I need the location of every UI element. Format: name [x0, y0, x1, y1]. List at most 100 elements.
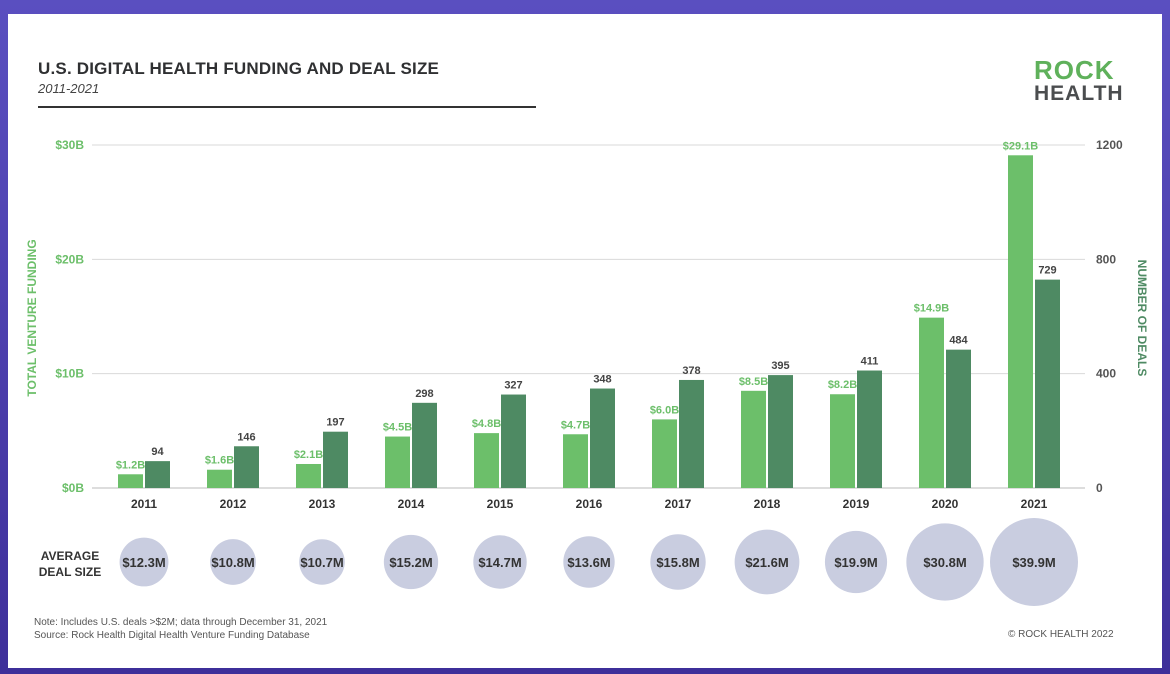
avg-deal-bubble: [210, 539, 256, 585]
funding-bar-label: $4.8B: [472, 418, 501, 430]
avg-deal-label: $10.8M: [211, 555, 254, 570]
funding-bar-label: $1.2B: [116, 459, 145, 471]
x-tick-label: 2019: [843, 497, 870, 511]
funding-bar: [652, 419, 677, 488]
avg-deal-label: $15.2M: [389, 555, 432, 570]
deals-bar-label: 395: [771, 360, 789, 372]
avg-deal-bubble: [299, 539, 345, 585]
footnote: Note: Includes U.S. deals >$2M; data thr…: [34, 616, 327, 642]
avg-deal-label: $12.3M: [122, 555, 165, 570]
y-tick-label: $0B: [62, 481, 84, 495]
avg-deal-bubble: [734, 529, 800, 595]
x-tick-label: 2021: [1021, 497, 1048, 511]
funding-bar-label: $8.2B: [828, 379, 857, 391]
funding-bar: [741, 390, 766, 488]
y-axis-left-ticks: $0B $10B $20B $30B: [55, 138, 84, 495]
avg-deal-bubble: [824, 530, 888, 594]
funding-bar-label: $2.1B: [294, 449, 323, 461]
avg-deal-label: $15.8M: [656, 555, 699, 570]
avg-deal-label: $39.9M: [1012, 555, 1055, 570]
avg-deal-bubble: [650, 534, 706, 590]
avg-deal-bubble: [119, 537, 169, 587]
funding-bar: [118, 474, 143, 488]
deals-bar-label: 298: [415, 388, 433, 400]
funding-bar-label: $29.1B: [1003, 140, 1039, 152]
y2-tick-label: 1200: [1096, 138, 1123, 152]
chart-subtitle: 2011-2021: [38, 81, 100, 96]
y2-tick-label: 0: [1096, 481, 1103, 495]
x-tick-label: 2014: [398, 497, 425, 511]
deals-bar-label: 146: [237, 431, 255, 443]
deals-bar-label: 327: [504, 380, 522, 392]
deals-bar: [412, 402, 437, 488]
funding-bar-label: $6.0B: [650, 404, 679, 416]
deals-bar: [946, 349, 971, 488]
deals-bar: [768, 375, 793, 488]
avg-deal-label: $14.7M: [478, 555, 521, 570]
x-axis-ticks: 2011 2012 2013 2014 2015 2016 2017 2018 2019 2020…: [131, 497, 1048, 511]
deals-bar-label: 94: [151, 446, 164, 458]
deals-bar-label: 378: [682, 365, 700, 377]
deals-bar: [679, 379, 704, 488]
y-axis-right-label: NUMBER OF DEALS: [1135, 260, 1149, 377]
avg-deal-label: $21.6M: [745, 555, 788, 570]
funding-bar-label: $1.6B: [205, 455, 234, 467]
y-axis-right-ticks: 0 400 800 1200: [1096, 138, 1123, 495]
deals-bar-label: 197: [326, 417, 344, 429]
deals-bar: [145, 461, 170, 488]
chart-title: U.S. DIGITAL HEALTH FUNDING AND DEAL SIZ…: [38, 59, 440, 78]
avg-deal-bubbles: $12.3M $10.8M $10.7M $15.2M $14.7M $13.6M $15.…: [119, 518, 1078, 606]
avg-deal-label: $30.8M: [923, 555, 966, 570]
x-tick-label: 2013: [309, 497, 336, 511]
footnote-line-2: Source: Rock Health Digital Health Ventu…: [34, 630, 310, 641]
deals-bar: [590, 388, 615, 488]
x-tick-label: 2011: [131, 497, 157, 511]
deals-bar-label: 484: [949, 335, 968, 347]
avg-deal-bubble: [473, 535, 527, 589]
x-tick-label: 2015: [487, 497, 514, 511]
avg-deal-label: $10.7M: [300, 555, 343, 570]
funding-bar: [830, 394, 855, 488]
funding-bar-label: $14.9B: [914, 303, 950, 315]
y-axis-left-label: TOTAL VENTURE FUNDING: [25, 239, 39, 396]
deals-bar: [323, 431, 348, 488]
funding-bar-label: $4.5B: [383, 422, 412, 434]
x-tick-label: 2018: [754, 497, 781, 511]
y-tick-label: $30B: [55, 138, 84, 152]
deals-bar: [501, 394, 526, 488]
funding-bar: [385, 436, 410, 488]
funding-bar-label: $8.5B: [739, 376, 768, 388]
average-deal-size-label: AVERAGE DEAL SIZE: [30, 548, 110, 580]
avg-label-line-1: AVERAGE: [40, 549, 100, 563]
x-tick-label: 2012: [220, 497, 247, 511]
rock-health-logo: ROCK HEALTH: [1034, 57, 1130, 106]
x-tick-label: 2016: [576, 497, 603, 511]
footnote-line-1: Note: Includes U.S. deals >$2M; data thr…: [34, 617, 328, 628]
copyright: © ROCK HEALTH 2022: [1008, 629, 1114, 640]
deals-bar-label: 348: [593, 374, 611, 386]
funding-bar: [563, 434, 588, 488]
deals-bar-label: 411: [861, 356, 879, 368]
deals-bar: [234, 446, 259, 488]
avg-deal-label: $13.6M: [567, 555, 610, 570]
funding-bar: [474, 433, 499, 488]
x-tick-label: 2017: [665, 497, 692, 511]
y2-tick-label: 400: [1096, 367, 1116, 381]
avg-deal-label: $19.9M: [834, 555, 877, 570]
funding-bar: [296, 463, 321, 488]
funding-bar: [919, 317, 944, 488]
avg-deal-bubble: [563, 536, 615, 588]
avg-deal-bubble: [383, 534, 439, 590]
y-tick-label: $10B: [55, 367, 84, 381]
avg-label-line-2: DEAL SIZE: [38, 565, 102, 579]
funding-bar: [1008, 155, 1033, 489]
logo-line-2: HEALTH: [1034, 82, 1124, 105]
avg-deal-bubble: [906, 523, 984, 601]
deals-bar: [857, 370, 882, 488]
y2-tick-label: 800: [1096, 252, 1116, 266]
deals-bar-label: 729: [1038, 265, 1056, 277]
deals-bar: [1035, 279, 1060, 488]
x-tick-label: 2020: [932, 497, 959, 511]
